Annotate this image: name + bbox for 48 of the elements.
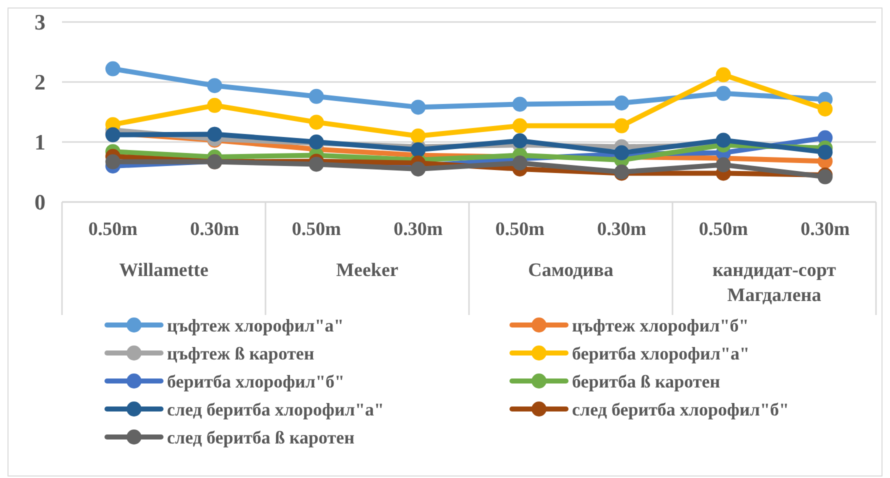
x-tick-label: 0.50m xyxy=(495,219,545,240)
y-tick-label: 2 xyxy=(34,70,46,95)
point xyxy=(308,114,324,130)
text: Willamette xyxy=(119,260,208,281)
x-tick-label: 0.30m xyxy=(597,219,646,240)
legend-label: цъфтеж хлорофил"а" xyxy=(167,315,344,336)
legend-label: беритба хлорофил"б" xyxy=(167,371,344,392)
point xyxy=(818,144,833,160)
point xyxy=(614,118,630,134)
point xyxy=(614,96,630,110)
point xyxy=(716,67,731,82)
point xyxy=(308,88,324,104)
text: кандидат-сорт Магдалена xyxy=(712,260,837,306)
point xyxy=(716,132,731,148)
legend-label: след беритба хлорофил"б" xyxy=(572,399,789,420)
legend-label: беритба ß каротен xyxy=(572,371,720,392)
point xyxy=(207,126,222,142)
point xyxy=(105,154,120,170)
text: Meeker xyxy=(336,260,399,281)
point xyxy=(410,162,426,176)
point xyxy=(818,102,833,116)
point xyxy=(512,118,528,134)
legend-label: след беритба ß каротен xyxy=(167,427,355,448)
point xyxy=(207,78,222,94)
point xyxy=(207,98,222,113)
point xyxy=(105,61,120,76)
point xyxy=(410,128,426,144)
point xyxy=(410,142,426,158)
legend-label: след беритба хлорофил"а" xyxy=(167,399,384,420)
x-tick-label: 0.30m xyxy=(800,219,850,240)
point xyxy=(410,100,426,115)
y-tick-label: 0 xyxy=(34,190,46,215)
x-tick-label: 0.30m xyxy=(190,219,240,240)
point xyxy=(716,86,731,101)
x-tick-label: 0.50m xyxy=(292,219,342,240)
point xyxy=(512,156,528,170)
legend-label: цъфтеж хлорофил"б" xyxy=(572,315,749,336)
point xyxy=(512,96,528,112)
x-tick-label: 0.30m xyxy=(394,219,443,240)
legend-label: беритба хлорофил"а" xyxy=(572,343,750,364)
x-tick-label: 0.50m xyxy=(698,219,748,240)
point xyxy=(512,133,528,148)
text: Самодива xyxy=(528,260,614,281)
point xyxy=(716,157,731,172)
legend-label: цъфтеж ß каротен xyxy=(167,343,314,364)
y-tick-label: 1 xyxy=(34,130,46,155)
y-tick-label: 3 xyxy=(34,10,46,35)
x-tick-label: 0.50m xyxy=(88,219,138,240)
